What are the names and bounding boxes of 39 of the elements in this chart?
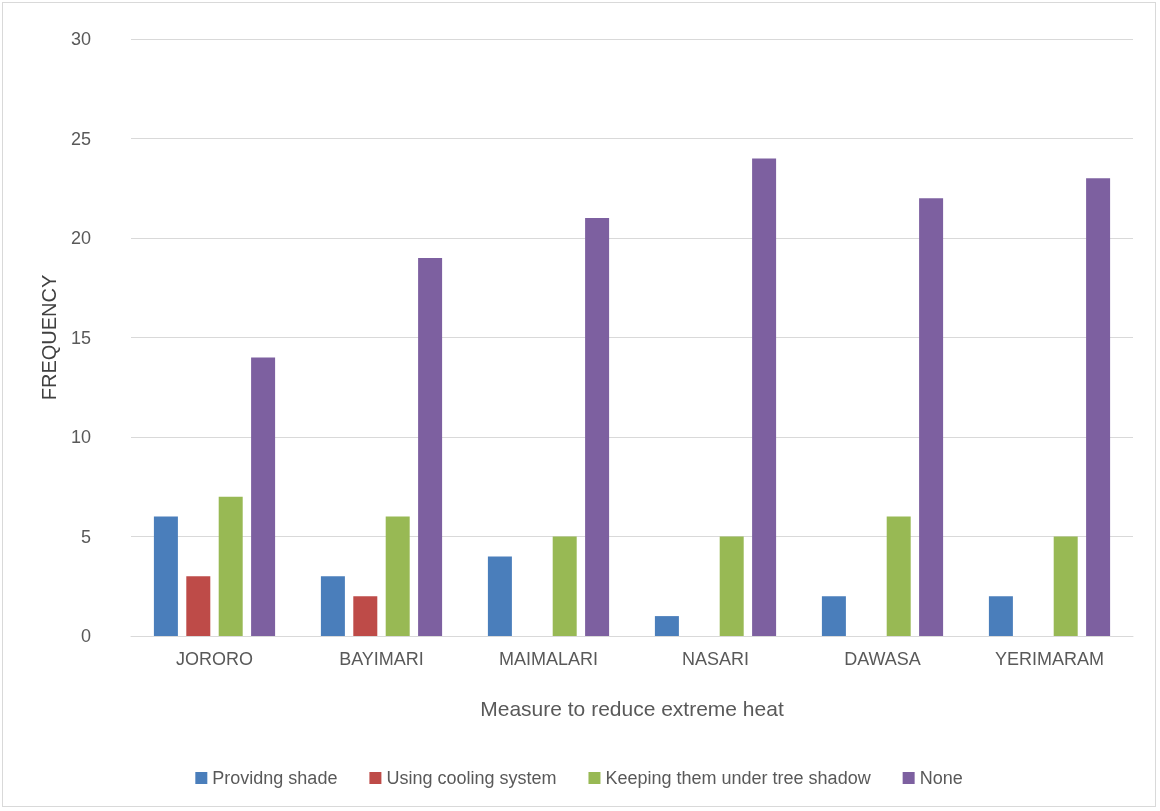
bar	[752, 158, 777, 636]
y-tick-label: 15	[70, 327, 91, 348]
legend-label: Using cooling system	[386, 768, 557, 788]
legend-label: Keeping them under tree shadow	[605, 768, 872, 788]
bar	[552, 536, 577, 636]
bar	[487, 556, 512, 636]
y-tick-label: 25	[70, 128, 91, 149]
bar	[585, 218, 610, 636]
y-tick-label: 20	[70, 228, 91, 248]
x-tick-label: YERIMARAM	[994, 649, 1105, 669]
bar	[919, 198, 944, 636]
y-tick-label: 10	[70, 427, 91, 447]
x-tick-label: BAYIMARI	[339, 649, 424, 669]
legend-label: Providng shade	[212, 768, 338, 788]
bar	[353, 596, 378, 636]
bar	[988, 596, 1013, 636]
x-axis-title: Measure to reduce extreme heat	[480, 697, 784, 720]
y-tick-label: 5	[80, 526, 91, 547]
bar	[320, 576, 345, 636]
bar	[1086, 178, 1111, 636]
bar	[1053, 536, 1078, 636]
legend-label: None	[919, 768, 963, 788]
bar	[886, 516, 911, 636]
bar	[385, 516, 410, 636]
bar	[821, 596, 846, 636]
bar	[654, 616, 679, 636]
x-tick-label: JORORO	[175, 649, 254, 669]
bar	[418, 257, 443, 636]
x-tick-label: MAIMALARI	[498, 649, 599, 669]
x-tick-label: DAWASA	[844, 649, 921, 669]
y-tick-label: 30	[70, 29, 91, 49]
bar	[218, 496, 243, 636]
y-axis-title: FREQUENCY	[38, 274, 60, 401]
bar	[186, 576, 211, 636]
y-tick-label: 0	[80, 626, 91, 646]
bar	[719, 536, 744, 636]
bar	[153, 516, 178, 636]
bar	[251, 357, 276, 636]
x-tick-label: NASARI	[681, 649, 750, 669]
